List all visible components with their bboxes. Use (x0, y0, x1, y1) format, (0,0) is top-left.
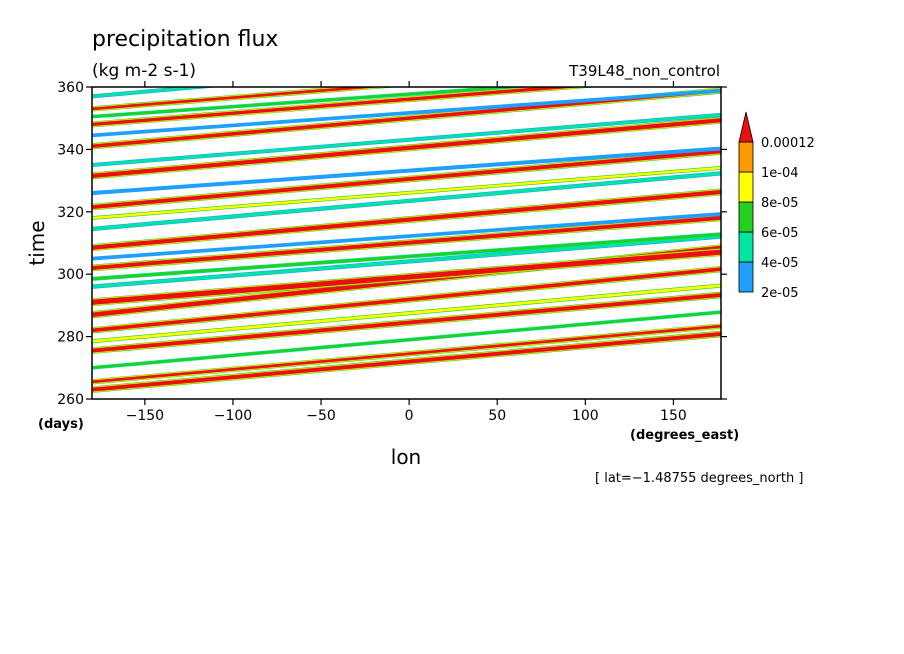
latitude-footnote: [ lat=−1.48755 degrees_north ] (595, 471, 803, 486)
colorbar-label: 2e-05 (761, 286, 799, 301)
colorbar-swatch (738, 261, 754, 293)
precip-band-2-3 (92, 293, 721, 353)
x-axis-label: lon (391, 445, 421, 469)
y-tick-label: 340 (57, 142, 84, 158)
x-axis: −150 −100 −50 0 50 100 150 (126, 81, 687, 424)
precipitation-bands (92, 87, 721, 393)
precip-band-11-2 (92, 87, 587, 127)
precip-band-0-3 (92, 332, 721, 392)
y-axis: 260 280 300 320 340 360 (57, 80, 727, 408)
colorbar-label: 0.00012 (761, 136, 815, 151)
plot-frame (91, 86, 722, 400)
precip-band-13-1 (92, 310, 721, 370)
x-tick-label: 150 (660, 408, 687, 424)
chart-title: precipitation flux (92, 27, 278, 52)
precip-band-5-3 (92, 249, 721, 305)
precip-band-24-0 (92, 87, 221, 99)
colorbar-label: 1e-04 (761, 166, 799, 181)
y-tick-label: 300 (57, 267, 84, 283)
x-tick-label: 50 (488, 408, 506, 424)
x-tick-label: 0 (405, 408, 414, 424)
colorbar: 2e-05 4e-05 6e-05 8e-05 1e-04 0.00012 (738, 111, 815, 301)
y-tick-label: 280 (57, 330, 84, 346)
colorbar-label: 4e-05 (761, 256, 799, 271)
colorbar-label: 6e-05 (761, 226, 799, 241)
precip-band-12-1 (92, 87, 393, 111)
precip-band-11-1 (92, 87, 593, 127)
colorbar-swatch (738, 231, 754, 263)
precip-band-21-1 (92, 113, 721, 167)
y-tick-label: 360 (57, 80, 84, 96)
precip-band-18-1 (92, 171, 721, 231)
colorbar-swatch (738, 201, 754, 233)
colorbar-swatch (738, 141, 754, 173)
precip-band-24-1 (92, 87, 214, 98)
precip-band-15-1 (92, 234, 721, 289)
precip-band-17-1 (92, 212, 721, 260)
precip-band-22-1 (92, 89, 721, 137)
precip-band-3-3 (92, 267, 721, 333)
precip-band-16-1 (92, 232, 721, 281)
run-label: T39L48_non_control (568, 62, 720, 81)
y-axis-label: time (25, 220, 49, 265)
precip-band-12-2 (92, 87, 387, 111)
x-axis-unit: (degrees_east) (630, 428, 739, 443)
colorbar-label: 8e-05 (761, 196, 799, 211)
precip-band-20-1 (92, 147, 721, 195)
precip-band-1-3 (92, 324, 721, 384)
y-axis-unit: (days) (38, 417, 84, 432)
precip-band-12-3 (92, 87, 382, 111)
y-tick-label: 320 (57, 205, 84, 221)
precip-band-12-0 (92, 87, 400, 112)
y-tick-label: 260 (57, 392, 84, 408)
chart-units: (kg m-2 s-1) (92, 61, 196, 81)
precip-band-7-3 (92, 189, 721, 250)
precip-band-19-1 (92, 166, 721, 220)
precip-band-8-3 (92, 149, 721, 209)
precip-band-9-3 (92, 118, 721, 178)
colorbar-swatch (738, 171, 754, 203)
x-tick-label: −150 (126, 408, 164, 424)
precip-band-6-3 (92, 215, 721, 270)
precip-band-14-1 (92, 284, 721, 343)
precip-band-23-1 (92, 87, 529, 118)
colorbar-extend-arrow (738, 111, 754, 143)
x-tick-label: −100 (214, 408, 252, 424)
x-tick-label: 100 (572, 408, 599, 424)
x-tick-label: −50 (306, 408, 336, 424)
precip-band-11-0 (92, 87, 600, 128)
precip-band-11-3 (92, 87, 582, 126)
precip-band-23-0 (92, 87, 537, 119)
